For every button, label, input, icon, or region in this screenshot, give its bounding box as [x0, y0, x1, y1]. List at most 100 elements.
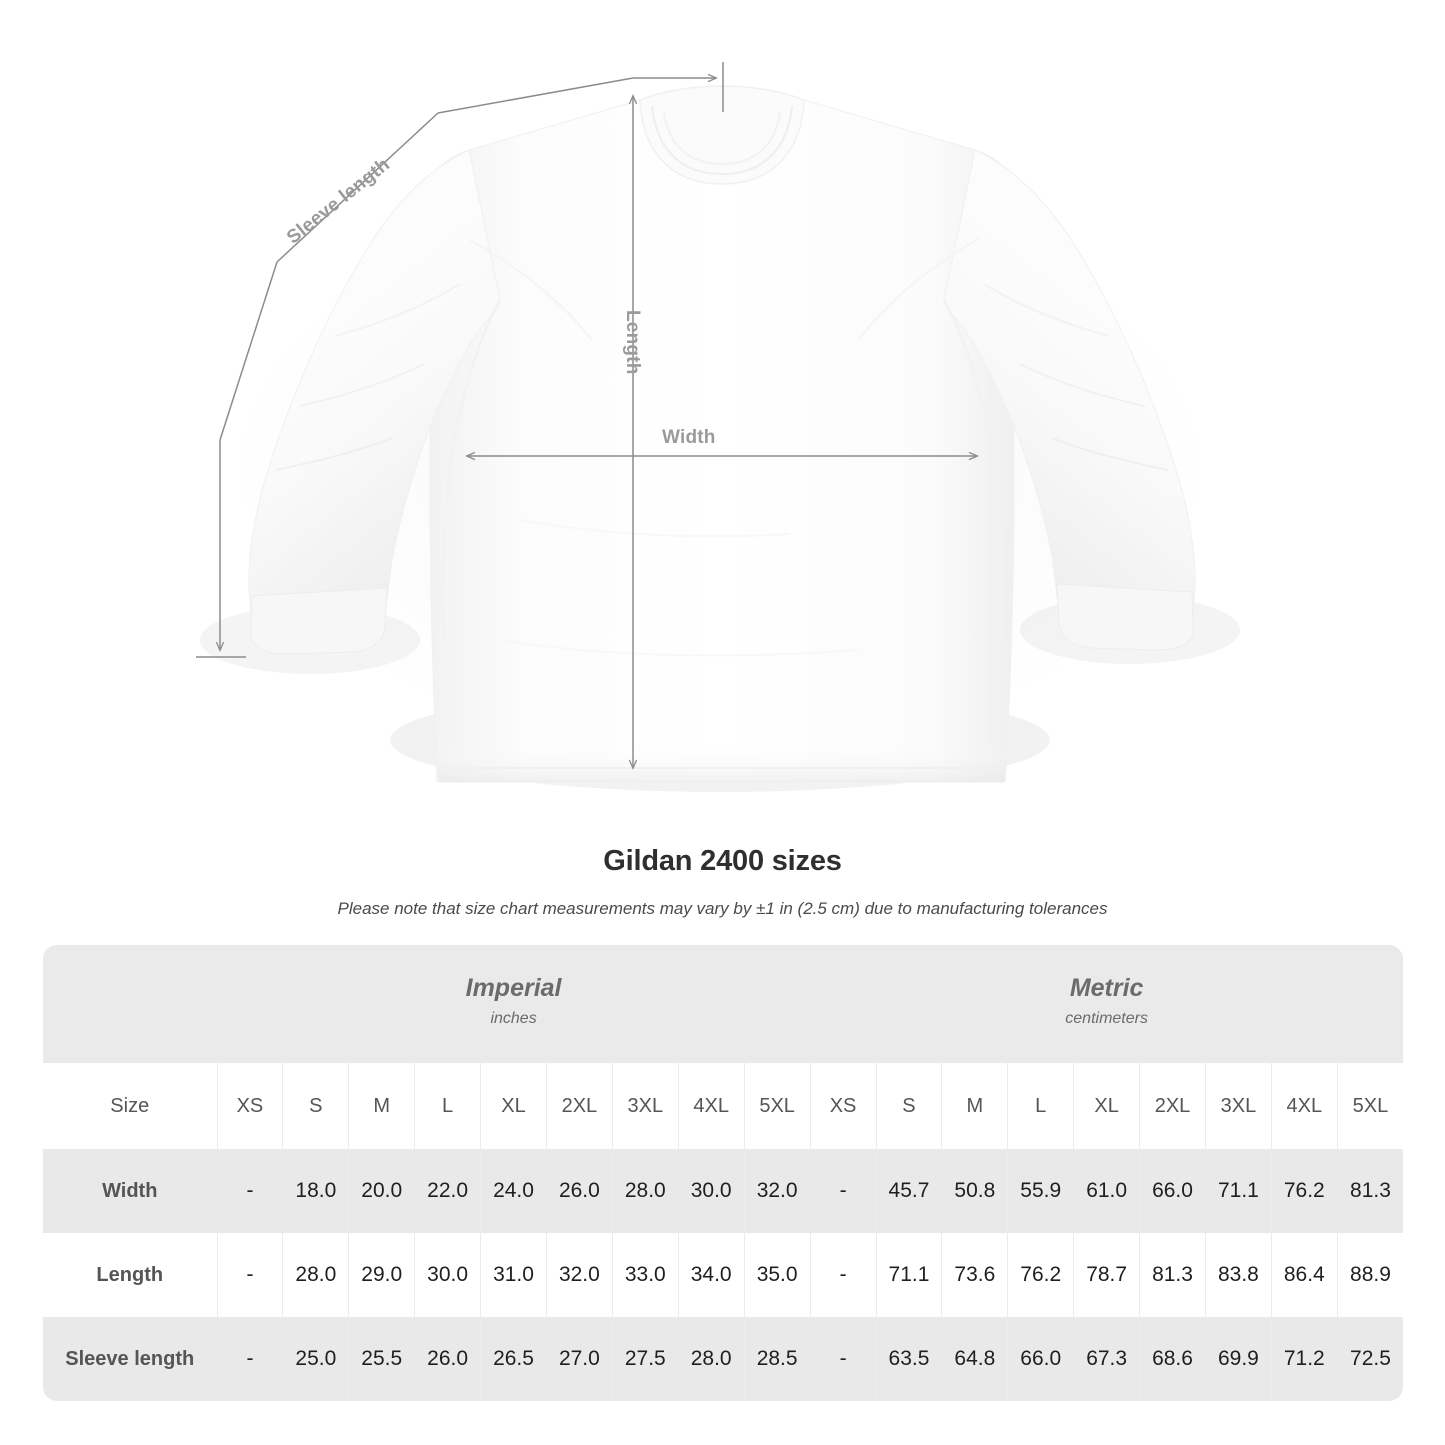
unit-metric-name: Metric — [1069, 974, 1144, 1003]
cell-sleeve-metric-m: 64.8 — [941, 1317, 1008, 1401]
row-label-width: Width — [43, 1149, 217, 1233]
cell-length-metric-5xl: 88.9 — [1336, 1233, 1404, 1317]
unit-imperial-sub: inches — [490, 1010, 537, 1028]
cell-length-imperial-l: 30.0 — [414, 1233, 481, 1317]
cell-length-metric-4xl: 86.4 — [1270, 1233, 1338, 1317]
measurement-lines — [196, 62, 977, 768]
cell-width-metric-xl: 61.0 — [1073, 1149, 1140, 1233]
cell-sleeve-metric-l: 66.0 — [1007, 1317, 1074, 1401]
cell-sleeve-metric-xl: 67.3 — [1073, 1317, 1140, 1401]
size-chart-table: Imperial inches Metric centimeters Size … — [43, 945, 1404, 1401]
col-header-metric-l: L — [1007, 1063, 1074, 1149]
cell-width-metric-5xl: 81.3 — [1336, 1149, 1404, 1233]
cell-sleeve-metric-2xl: 68.6 — [1139, 1317, 1206, 1401]
cell-length-imperial-3xl: 33.0 — [611, 1233, 679, 1317]
size-header-label: Size — [43, 1063, 217, 1149]
cell-width-metric-3xl: 71.1 — [1204, 1149, 1272, 1233]
sleeve-length-dimension — [196, 62, 724, 658]
col-header-imperial-s: S — [282, 1063, 349, 1149]
cell-width-imperial-xs: - — [216, 1149, 283, 1233]
col-header-imperial-2xl: 2XL — [545, 1063, 613, 1149]
cell-length-imperial-s: 28.0 — [282, 1233, 349, 1317]
cell-width-metric-2xl: 66.0 — [1139, 1149, 1206, 1233]
cell-sleeve-imperial-2xl: 27.0 — [545, 1317, 613, 1401]
unit-blank-cell — [43, 945, 217, 1063]
cell-length-metric-m: 73.6 — [941, 1233, 1008, 1317]
tolerance-note: Please note that size chart measurements… — [337, 899, 1108, 918]
size-header-row: Size XS S M L XL 2XL 3XL 4XL 5XL XS S M … — [43, 1063, 1404, 1149]
cell-sleeve-imperial-4xl: 28.0 — [677, 1317, 745, 1401]
cell-length-metric-3xl: 83.8 — [1204, 1233, 1272, 1317]
cell-width-imperial-4xl: 30.0 — [677, 1149, 745, 1233]
page-title: Gildan 2400 sizes — [603, 845, 842, 877]
col-header-imperial-3xl: 3XL — [611, 1063, 679, 1149]
length-label: Length — [622, 310, 643, 375]
cell-length-metric-s: 71.1 — [875, 1233, 942, 1317]
shirt-body — [248, 85, 1196, 783]
cell-length-imperial-xl: 31.0 — [480, 1233, 547, 1317]
cell-length-metric-2xl: 81.3 — [1139, 1233, 1206, 1317]
title-block: Gildan 2400 sizes Please note that size … — [0, 845, 1445, 919]
cell-sleeve-imperial-l: 26.0 — [414, 1317, 481, 1401]
col-header-metric-5xl: 5XL — [1336, 1063, 1404, 1149]
cell-width-imperial-3xl: 28.0 — [611, 1149, 679, 1233]
cell-sleeve-metric-3xl: 69.9 — [1204, 1317, 1272, 1401]
col-header-imperial-xs: XS — [216, 1063, 283, 1149]
unit-metric-cell: Metric centimeters — [810, 945, 1404, 1063]
cell-sleeve-metric-5xl: 72.5 — [1336, 1317, 1404, 1401]
cell-sleeve-metric-xs: - — [809, 1317, 877, 1401]
cell-width-metric-s: 45.7 — [875, 1149, 942, 1233]
cell-length-imperial-5xl: 35.0 — [743, 1233, 811, 1317]
cell-width-imperial-5xl: 32.0 — [743, 1149, 811, 1233]
cell-length-metric-l: 76.2 — [1007, 1233, 1074, 1317]
cell-sleeve-imperial-3xl: 27.5 — [611, 1317, 679, 1401]
unit-header-row: Imperial inches Metric centimeters — [43, 945, 1404, 1063]
garment-illustration: Width Length Sleeve length — [180, 62, 1260, 792]
col-header-metric-xs: XS — [809, 1063, 877, 1149]
unit-imperial-name: Imperial — [465, 974, 562, 1003]
cell-width-imperial-xl: 24.0 — [480, 1149, 547, 1233]
col-header-imperial-l: L — [414, 1063, 481, 1149]
cell-width-metric-xs: - — [809, 1149, 877, 1233]
cell-sleeve-imperial-5xl: 28.5 — [743, 1317, 811, 1401]
cell-width-metric-m: 50.8 — [941, 1149, 1008, 1233]
col-header-imperial-4xl: 4XL — [677, 1063, 745, 1149]
table-row: Sleeve length - 25.0 25.5 26.0 26.5 27.0… — [43, 1317, 1404, 1401]
unit-imperial-cell: Imperial inches — [217, 945, 811, 1063]
row-label-sleeve-length: Sleeve length — [43, 1317, 217, 1401]
cell-width-imperial-m: 20.0 — [348, 1149, 415, 1233]
size-chart-table-wrap: Imperial inches Metric centimeters Size … — [43, 945, 1404, 1401]
col-header-metric-3xl: 3XL — [1204, 1063, 1272, 1149]
cell-sleeve-imperial-xl: 26.5 — [480, 1317, 547, 1401]
cell-length-imperial-2xl: 32.0 — [545, 1233, 613, 1317]
table-row: Width - 18.0 20.0 22.0 24.0 26.0 28.0 30… — [43, 1149, 1404, 1233]
cell-sleeve-imperial-m: 25.5 — [348, 1317, 415, 1401]
col-header-imperial-5xl: 5XL — [743, 1063, 811, 1149]
cell-sleeve-metric-4xl: 71.2 — [1270, 1317, 1338, 1401]
cell-width-imperial-l: 22.0 — [414, 1149, 481, 1233]
cell-length-imperial-m: 29.0 — [348, 1233, 415, 1317]
cell-width-imperial-2xl: 26.0 — [545, 1149, 613, 1233]
cell-length-metric-xl: 78.7 — [1073, 1233, 1140, 1317]
col-header-metric-4xl: 4XL — [1270, 1063, 1338, 1149]
col-header-metric-m: M — [941, 1063, 1008, 1149]
unit-metric-sub: centimeters — [1065, 1010, 1148, 1028]
cell-width-imperial-s: 18.0 — [282, 1149, 349, 1233]
col-header-metric-xl: XL — [1073, 1063, 1140, 1149]
cell-sleeve-imperial-xs: - — [216, 1317, 283, 1401]
cell-length-imperial-xs: - — [216, 1233, 283, 1317]
col-header-metric-2xl: 2XL — [1139, 1063, 1206, 1149]
cell-width-metric-4xl: 76.2 — [1270, 1149, 1338, 1233]
table-row: Length - 28.0 29.0 30.0 31.0 32.0 33.0 3… — [43, 1233, 1404, 1317]
row-label-length: Length — [43, 1233, 217, 1317]
col-header-metric-s: S — [875, 1063, 942, 1149]
cell-length-metric-xs: - — [809, 1233, 877, 1317]
cell-sleeve-metric-s: 63.5 — [875, 1317, 942, 1401]
shirt-drawing — [180, 62, 1260, 792]
cell-sleeve-imperial-s: 25.0 — [282, 1317, 349, 1401]
width-label: Width — [662, 427, 716, 448]
cell-width-metric-l: 55.9 — [1007, 1149, 1074, 1233]
cell-length-imperial-4xl: 34.0 — [677, 1233, 745, 1317]
col-header-imperial-m: M — [348, 1063, 415, 1149]
col-header-imperial-xl: XL — [480, 1063, 547, 1149]
